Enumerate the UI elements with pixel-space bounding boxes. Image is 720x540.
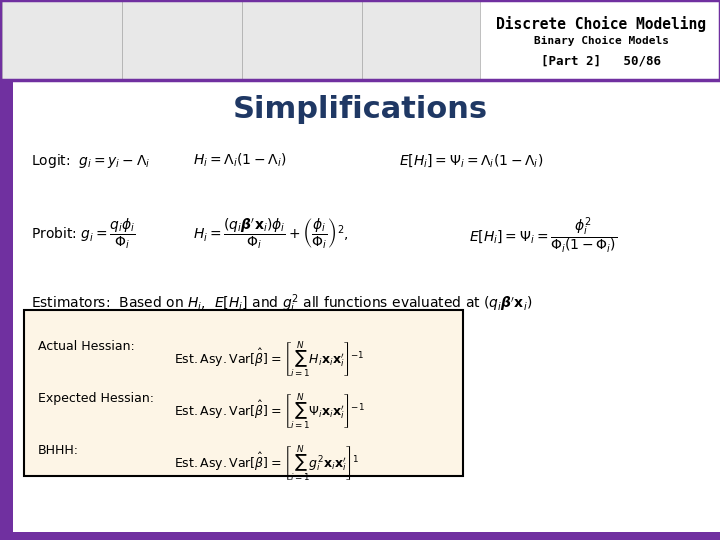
Text: Simplifications: Simplifications (233, 95, 487, 124)
Bar (13, 80, 720, 532)
Bar (122, 1, 242, 79)
Text: Discrete Choice Modeling: Discrete Choice Modeling (496, 16, 706, 32)
Bar (362, 1, 480, 79)
Bar (242, 1, 362, 79)
Text: $H_i = \Lambda_i(1-\Lambda_i)$: $H_i = \Lambda_i(1-\Lambda_i)$ (193, 152, 287, 170)
Text: [Part 2]   50/86: [Part 2] 50/86 (541, 54, 661, 67)
Bar (0, 80, 13, 540)
Text: Expected Hessian:: Expected Hessian: (38, 392, 154, 405)
Text: BHHH:: BHHH: (38, 444, 79, 457)
Text: Binary Choice Models: Binary Choice Models (534, 36, 668, 46)
Bar (2, 1, 122, 79)
Text: $\mathrm{Est.Asy.Var}[\hat{\beta}] = \left[\sum_{i=1}^{N} g_i^2 \mathbf{x}_i \ma: $\mathrm{Est.Asy.Var}[\hat{\beta}] = \le… (174, 444, 359, 484)
Text: $E[H_i] = \Psi_i = \Lambda_i(1-\Lambda_i)$: $E[H_i] = \Psi_i = \Lambda_i(1-\Lambda_i… (399, 152, 543, 168)
Text: $E[H_i] = \Psi_i = \dfrac{\phi_i^2}{\Phi_i(1-\Phi_i)}$: $E[H_i] = \Psi_i = \dfrac{\phi_i^2}{\Phi… (469, 216, 617, 256)
Text: $\mathrm{Est.Asy.Var}[\hat{\beta}] = \left[\sum_{i=1}^{N} H_i \mathbf{x}_i \math: $\mathrm{Est.Asy.Var}[\hat{\beta}] = \le… (174, 340, 364, 380)
Bar (0, 532, 720, 540)
Bar (482, 0, 720, 80)
Text: $H_i = \dfrac{(q_i\boldsymbol{\beta}^{\prime}\mathbf{x}_i)\phi_i}{\Phi_i} + \lef: $H_i = \dfrac{(q_i\boldsymbol{\beta}^{\p… (193, 216, 348, 251)
Text: Estimators:  Based on $H_i$,  $E[H_i]$ and $g_i^2$ all functions evaluated at $(: Estimators: Based on $H_i$, $E[H_i]$ and… (31, 292, 532, 314)
FancyBboxPatch shape (24, 310, 463, 476)
Text: $\mathrm{Est.Asy.Var}[\hat{\beta}] = \left[\sum_{i=1}^{N} \Psi_i \mathbf{x}_i \m: $\mathrm{Est.Asy.Var}[\hat{\beta}] = \le… (174, 392, 365, 433)
Bar (0, 0, 720, 80)
Text: Probit: $g_i = \dfrac{q_i\phi_i}{\Phi_i}$: Probit: $g_i = \dfrac{q_i\phi_i}{\Phi_i}… (31, 216, 136, 251)
Text: Actual Hessian:: Actual Hessian: (38, 340, 135, 353)
Bar (0, 0, 720, 80)
Text: Logit:  $g_i = y_i - \Lambda_i$: Logit: $g_i = y_i - \Lambda_i$ (31, 152, 150, 170)
